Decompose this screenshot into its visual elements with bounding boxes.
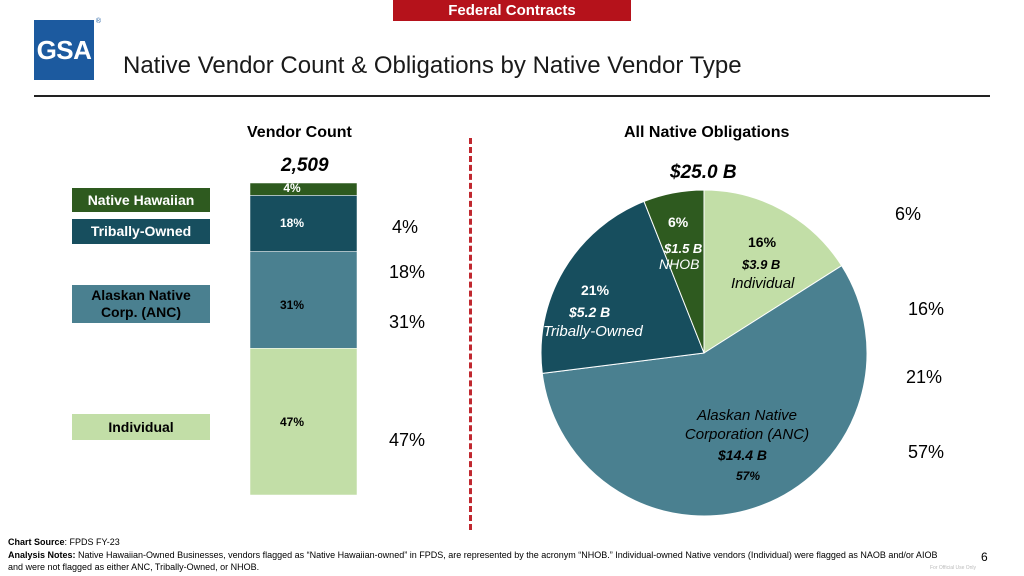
bar-segment-tribally-owned	[249, 195, 358, 252]
analysis-notes: Analysis Notes: Native Hawaiian-Owned Bu…	[8, 549, 948, 574]
pie-pct-anc: 57%	[736, 469, 761, 483]
footer-notes: Chart Source: FPDS FY-23 Analysis Notes:…	[8, 536, 948, 574]
analysis-notes-text: Native Hawaiian-Owned Businesses, vendor…	[8, 549, 938, 573]
title-rule	[34, 95, 990, 97]
legend-native-hawaiian: Native Hawaiian	[72, 188, 210, 212]
page-number: 6	[981, 550, 988, 564]
side-pct-native-hawaiian: 4%	[392, 217, 419, 237]
chart-source-label: Chart Source	[8, 537, 65, 547]
pie-amount-individual: $3.9 B	[742, 257, 781, 272]
section-banner: Federal Contracts	[393, 0, 631, 21]
legend-alaskan-native-corp-label: Alaskan Native Corp. (ANC)	[91, 287, 191, 320]
chart-source: Chart Source: FPDS FY-23	[8, 536, 948, 549]
pie-name-anc: Alaskan Native Corporation (ANC)	[684, 407, 810, 443]
side-pct-individual-oblig: 16%	[908, 299, 945, 319]
obligations-heading: All Native Obligations	[624, 124, 790, 141]
side-pct-tribally-oblig: 21%	[906, 367, 943, 387]
legend-alaskan-native-corp: Alaskan Native Corp. (ANC)	[72, 285, 210, 323]
pie-slice-tribally-owned	[540, 200, 705, 374]
pie-amount-anc: $14.4 B	[718, 447, 768, 463]
bar-label-anc: 31%	[279, 298, 305, 312]
pie-amount-nhob: $1.5 B	[664, 241, 703, 256]
legend-tribally-owned: Tribally-Owned	[72, 219, 210, 244]
registered-mark: ®	[95, 18, 101, 25]
watermark-text: For Official Use Only	[930, 565, 977, 571]
pie-pct-tribally: 21%	[581, 282, 610, 298]
side-pct-anc-oblig: 57%	[908, 442, 945, 462]
side-pct-anc: 31%	[389, 312, 426, 332]
pie-name-nhob: NHOB	[659, 256, 700, 272]
obligations-total: $25.0 B	[670, 162, 737, 183]
pie-slice-nhob	[643, 189, 705, 354]
pie-name-individual: Individual	[731, 275, 795, 292]
bar-label-tribally-owned: 18%	[279, 216, 305, 230]
bar-label-individual: 47%	[279, 415, 305, 429]
side-pct-nhob: 6%	[895, 204, 922, 224]
side-pct-tribally-owned: 18%	[389, 262, 426, 282]
gsa-logo: GSA ®	[34, 18, 101, 80]
bar-segment-alaskan-native-corp-anc	[249, 251, 358, 349]
bar-label-native-hawaiian: 4%	[283, 181, 301, 195]
panel-divider	[469, 138, 472, 530]
side-pct-individual: 47%	[389, 430, 426, 450]
bar-segment-individual	[249, 348, 358, 496]
pie-slice-alaskan-native-corporation-anc	[541, 264, 868, 517]
chart-source-text: : FPDS FY-23	[64, 537, 120, 547]
vendor-count-heading: Vendor Count	[247, 124, 352, 141]
analysis-notes-label: Analysis Notes:	[8, 549, 76, 560]
vendor-count-total: 2,509	[281, 155, 329, 176]
pie-name-tribally: Tribally-Owned	[543, 323, 643, 340]
pie-slice-individual	[703, 189, 843, 354]
pie-amount-tribally: $5.2 B	[569, 304, 611, 320]
legend-individual: Individual	[72, 414, 210, 440]
page-title: Native Vendor Count & Obligations by Nat…	[123, 52, 742, 79]
pie-pct-individual: 16%	[748, 234, 777, 250]
pie-pct-nhob: 6%	[668, 214, 689, 230]
logo-text: GSA	[36, 35, 92, 65]
